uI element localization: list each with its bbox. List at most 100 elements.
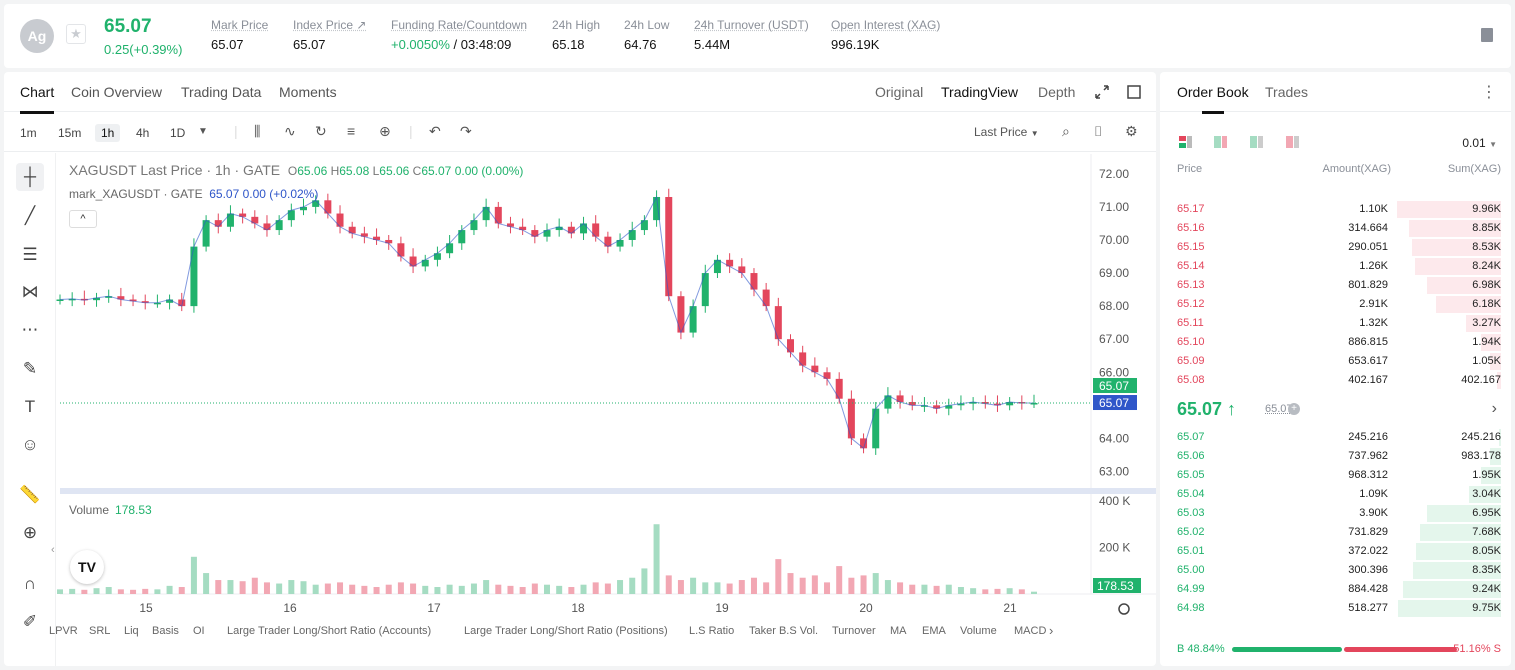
bookmark-icon[interactable] xyxy=(1481,28,1493,42)
timeframe-1m[interactable]: 1m xyxy=(20,126,37,140)
indicator-ema[interactable]: EMA xyxy=(922,625,946,637)
indicator-ma[interactable]: MA xyxy=(890,625,907,637)
trendline-icon[interactable]: ╱ xyxy=(24,206,36,225)
bid-row[interactable]: 65.06 737.962 983.178 xyxy=(1160,447,1511,466)
bid-row[interactable]: 65.07 245.216 245.216 xyxy=(1160,428,1511,447)
stat-index-price[interactable]: Index Price ↗ 65.07 xyxy=(293,18,366,52)
indicator-turnover[interactable]: Turnover xyxy=(832,625,876,637)
crosshair-icon[interactable]: ┼ xyxy=(16,163,44,191)
gear-icon[interactable]: ⚙ xyxy=(1125,123,1138,139)
compare-icon[interactable]: ↻ xyxy=(315,123,327,139)
timeframe-15m[interactable]: 15m xyxy=(58,126,82,140)
undo-icon[interactable]: ↶ xyxy=(429,123,441,139)
more-icon[interactable]: ⋮ xyxy=(1481,84,1497,101)
indicator-liq[interactable]: Liq xyxy=(124,625,139,637)
view-depth[interactable]: Depth xyxy=(1038,84,1076,100)
timeframe-1d[interactable]: 1D xyxy=(170,126,186,140)
layout-bids-icon[interactable] xyxy=(1214,136,1227,148)
brush-icon[interactable]: ✎ xyxy=(22,359,38,378)
chevron-right-icon[interactable]: › xyxy=(1049,623,1054,638)
candle-body xyxy=(141,301,149,303)
text-tool-icon[interactable]: T xyxy=(24,397,36,416)
expand-icon[interactable] xyxy=(1094,84,1110,100)
ask-row[interactable]: 65.17 1.10K 9.96K xyxy=(1160,200,1511,219)
pencil-lock-icon[interactable]: ✐ xyxy=(22,612,38,631)
bid-row[interactable]: 65.05 968.312 1.95K xyxy=(1160,466,1511,485)
magnet-icon[interactable]: ∩ xyxy=(23,574,37,593)
precision-select[interactable]: 0.01 ▼ xyxy=(1462,136,1497,150)
indicator-lpvr[interactable]: LPVR xyxy=(49,625,78,637)
tab-coin-overview[interactable]: Coin Overview xyxy=(71,84,163,100)
indicator-macd[interactable]: MACD xyxy=(1014,625,1047,637)
layout-asks-only-icon[interactable] xyxy=(1250,136,1263,148)
collapse-legend-button[interactable]: ^ xyxy=(69,210,97,228)
stat-funding-rate[interactable]: Funding Rate/Countdown +0.0050% / 03:48:… xyxy=(391,18,527,52)
bid-row[interactable]: 65.02 731.829 7.68K xyxy=(1160,523,1511,542)
timeframe-4h[interactable]: 4h xyxy=(136,126,150,140)
layout-both-icon[interactable] xyxy=(1179,136,1192,148)
add-alert-icon[interactable]: ⊕ xyxy=(379,123,391,139)
indicator-ls-accounts[interactable]: Large Trader Long/Short Ratio (Accounts) xyxy=(227,625,432,637)
ask-row[interactable]: 65.09 653.617 1.05K xyxy=(1160,352,1511,371)
indicator-ls-positions[interactable]: Large Trader Long/Short Ratio (Positions… xyxy=(464,625,668,637)
templates-icon[interactable]: ≡ xyxy=(347,123,356,139)
stat-24h-turnover[interactable]: 24h Turnover (USDT) 5.44M xyxy=(694,18,809,52)
ask-row[interactable]: 65.11 1.32K 3.27K xyxy=(1160,314,1511,333)
fullscreen-icon[interactable] xyxy=(1126,84,1142,100)
indicator-ls-ratio[interactable]: L.S Ratio xyxy=(689,625,735,637)
redo-icon[interactable]: ↷ xyxy=(460,123,472,139)
timeframe-dropdown-icon[interactable]: ▼ xyxy=(198,126,208,137)
price-source-select[interactable]: Last Price ▼ xyxy=(974,125,1039,139)
bid-row[interactable]: 65.03 3.90K 6.95K xyxy=(1160,504,1511,523)
volume-bar xyxy=(824,582,831,594)
bid-row[interactable]: 64.98 518.277 9.75K xyxy=(1160,599,1511,618)
view-tradingview[interactable]: TradingView xyxy=(941,84,1019,100)
view-original[interactable]: Original xyxy=(875,84,924,100)
ask-row[interactable]: 65.15 290.051 8.53K xyxy=(1160,238,1511,257)
mid-mark-price[interactable]: 65.07 xyxy=(1265,403,1293,415)
ask-row[interactable]: 65.14 1.26K 8.24K xyxy=(1160,257,1511,276)
stat-mark-price[interactable]: Mark Price 65.07 xyxy=(211,18,268,52)
ask-row[interactable]: 65.10 886.815 1.94K xyxy=(1160,333,1511,352)
tab-trades[interactable]: Trades xyxy=(1265,84,1309,100)
emoji-icon[interactable]: ☺ xyxy=(21,435,39,454)
star-icon[interactable]: ★ xyxy=(66,24,86,44)
mark-legend-values: 65.07 0.00 (+0.02%) xyxy=(209,187,319,201)
stat-open-interest[interactable]: Open Interest (XAG) 996.19K xyxy=(831,18,940,52)
depth-bar xyxy=(1415,258,1501,275)
indicator-srl[interactable]: SRL xyxy=(89,625,111,637)
price-chart[interactable]: 72.0071.0070.0069.0068.0067.0066.0065.00… xyxy=(4,72,1156,666)
tab-order-book[interactable]: Order Book xyxy=(1177,84,1249,114)
layout-bids-only-icon[interactable] xyxy=(1286,136,1299,148)
bid-row[interactable]: 65.00 300.396 8.35K xyxy=(1160,561,1511,580)
bid-row[interactable]: 65.04 1.09K 3.04K xyxy=(1160,485,1511,504)
candle-type-icon[interactable]: ⫼ xyxy=(254,123,261,139)
ask-row[interactable]: 65.08 402.167 402.167 xyxy=(1160,371,1511,390)
tab-moments[interactable]: Moments xyxy=(279,84,337,100)
pattern-icon[interactable]: ⋈ xyxy=(21,282,39,301)
ask-row[interactable]: 65.13 801.829 6.98K xyxy=(1160,276,1511,295)
bid-row[interactable]: 64.99 884.428 9.24K xyxy=(1160,580,1511,599)
indicator-taker-vol[interactable]: Taker B.S Vol. xyxy=(749,625,819,637)
pane-separator[interactable] xyxy=(60,488,1156,494)
indicator-volume[interactable]: Volume xyxy=(960,625,997,637)
ask-row[interactable]: 65.12 2.91K 6.18K xyxy=(1160,295,1511,314)
zoom-in-icon[interactable]: ⊕ xyxy=(22,523,38,542)
axis-settings-icon[interactable] xyxy=(1118,603,1130,615)
indicators-icon[interactable]: ∿ xyxy=(284,123,296,139)
tab-trading-data[interactable]: Trading Data xyxy=(181,84,262,100)
indicator-basis[interactable]: Basis xyxy=(152,625,179,637)
ruler-icon[interactable]: 📏 xyxy=(19,485,41,504)
search-icon[interactable]: ⌕ xyxy=(1062,123,1070,139)
horizontal-lines-icon[interactable]: ☰ xyxy=(22,245,38,264)
chevron-right-icon[interactable]: › xyxy=(1491,400,1497,417)
fib-icon[interactable]: ⋯ xyxy=(21,320,39,339)
tab-chart[interactable]: Chart xyxy=(20,84,55,114)
timeframe-1h[interactable]: 1h xyxy=(95,124,121,142)
indicator-oi[interactable]: OI xyxy=(193,625,205,637)
collapse-panel-icon[interactable]: ‹ xyxy=(51,544,55,556)
bid-row[interactable]: 65.01 372.022 8.05K xyxy=(1160,542,1511,561)
ask-row[interactable]: 65.16 314.664 8.85K xyxy=(1160,219,1511,238)
camera-icon[interactable]: ⌷ xyxy=(1094,123,1103,139)
info-icon[interactable]: + xyxy=(1288,403,1300,415)
